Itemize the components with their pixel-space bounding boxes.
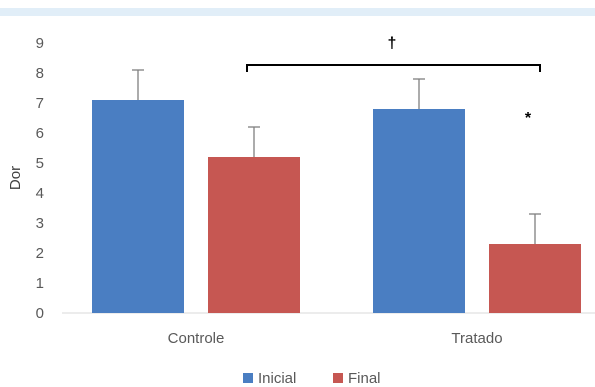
y-tick-label: 8 [36,65,44,82]
y-axis-ticks: 0 1 2 3 4 5 6 7 8 9 [36,35,44,322]
category-label-controle: Controle [168,330,225,347]
significance-bracket [246,64,541,72]
bar-inicial-tratado [373,109,465,313]
star-annotation: * [525,110,532,127]
y-tick-label: 0 [36,305,44,322]
y-axis-title: Dor [7,166,24,190]
annotations: † * [246,35,541,127]
bars-group [92,100,581,313]
dagger-annotation: † [388,35,397,52]
bar-final-controle [208,157,300,313]
legend-label-inicial: Inicial [258,370,296,387]
y-tick-label: 5 [36,155,44,172]
bar-final-tratado [489,244,581,313]
legend-swatch-final [333,373,343,383]
legend: Inicial Final [243,370,381,387]
legend-label-final: Final [348,370,381,387]
y-tick-label: 4 [36,185,44,202]
y-tick-label: 3 [36,215,44,232]
y-tick-label: 2 [36,245,44,262]
category-labels: Controle Tratado [168,330,503,347]
top-band [0,8,595,16]
y-tick-label: 6 [36,125,44,142]
y-tick-label: 9 [36,35,44,52]
category-label-tratado: Tratado [451,330,502,347]
y-tick-label: 7 [36,95,44,112]
error-bars-group [132,69,541,244]
legend-swatch-inicial [243,373,253,383]
y-tick-label: 1 [36,275,44,292]
bar-inicial-controle [92,100,184,313]
